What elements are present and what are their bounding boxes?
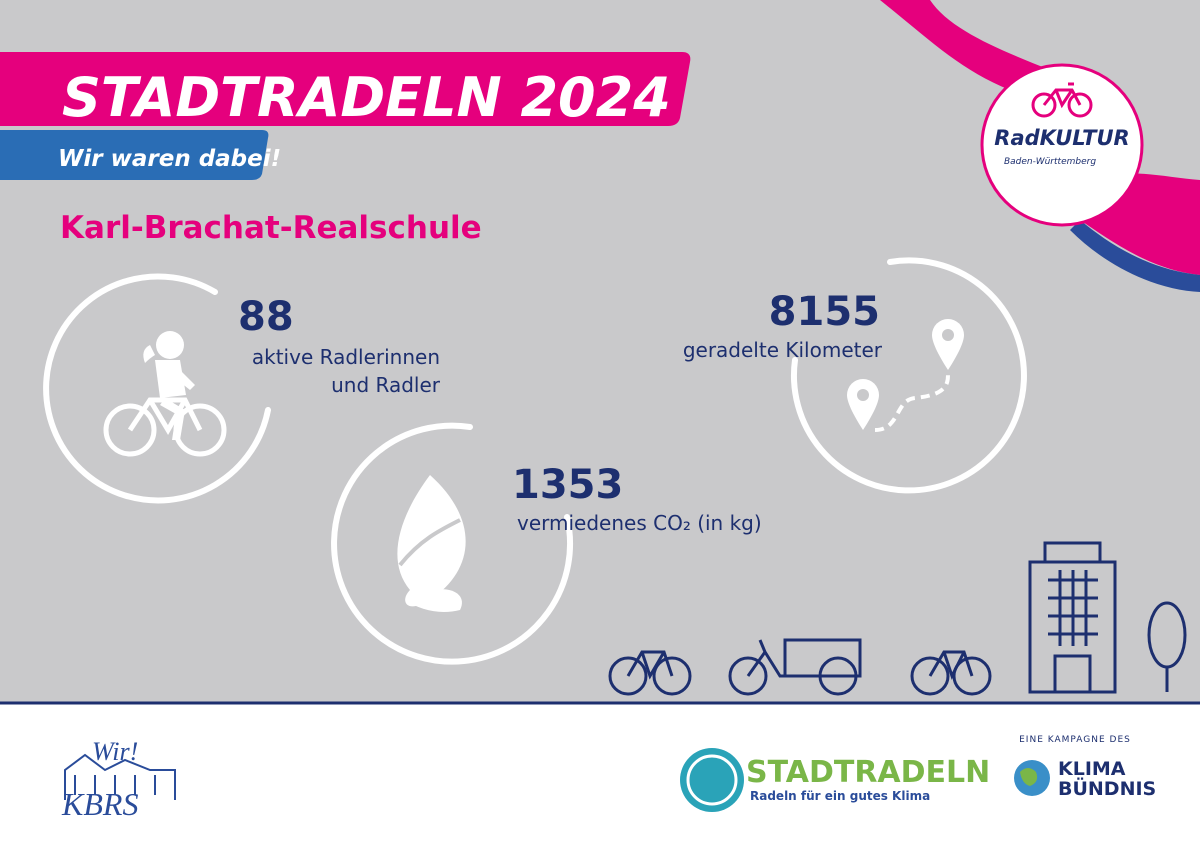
title-banner	[0, 52, 691, 126]
subtitle-banner	[0, 130, 269, 180]
city-line-art	[608, 541, 1187, 696]
stadtradeln-logo-name: STADTRADELN	[746, 755, 990, 790]
stat-label: geradelte Kilometer	[683, 338, 883, 362]
radkultur-region: Baden-Württemberg	[1004, 157, 1096, 167]
subtitle: Wir waren dabei!	[58, 146, 281, 172]
leaf-vein	[398, 518, 461, 567]
school-name: Karl-Brachat-Realschule	[60, 210, 482, 246]
klima-line1: KLIMA	[1058, 758, 1126, 780]
route-path	[874, 374, 950, 432]
stat-value: 88	[238, 294, 294, 340]
stat-label: aktive Radlerinnen	[252, 345, 440, 369]
rider-icon	[143, 331, 195, 440]
radkultur-bike-icon	[1031, 82, 1093, 118]
title: STADTRADELN 2024	[62, 66, 671, 129]
route-icon	[847, 319, 964, 430]
leaf-icon	[405, 589, 462, 612]
radkultur-badge	[980, 63, 1144, 227]
klima-globe-land	[1020, 768, 1038, 786]
leaf-icon	[397, 475, 466, 607]
stat-rings	[43, 257, 1027, 665]
ring-km	[790, 257, 1027, 494]
stadtradeln-logo-tagline: Radeln für ein gutes Klima	[750, 789, 930, 803]
klima-caption: EINE KAMPAGNE DES	[1019, 735, 1131, 745]
rider-bike	[103, 397, 227, 457]
klima-line2: BÜNDNIS	[1058, 776, 1156, 800]
footer-background	[0, 703, 1200, 848]
ribbon	[880, 0, 1050, 90]
radkultur-name: RadKULTUR	[994, 126, 1129, 150]
stat-value: 8155	[769, 289, 880, 335]
school-logo-bottom: KBRS	[61, 786, 138, 822]
school-logo-top: Wir!	[92, 737, 138, 766]
stadtradeln-logo-icon	[680, 748, 744, 812]
stat-label: und Radler	[331, 373, 441, 397]
stat-value: 1353	[512, 462, 623, 508]
ribbon	[1070, 220, 1200, 292]
pin-hole	[942, 329, 954, 341]
school-logo-art	[64, 753, 176, 800]
ring-co2	[331, 422, 574, 665]
pin-hole	[857, 389, 869, 401]
ring-riders	[43, 273, 271, 504]
stat-label: vermiedenes CO₂ (in kg)	[517, 511, 762, 535]
stadtradeln-logo-ring	[686, 754, 738, 806]
